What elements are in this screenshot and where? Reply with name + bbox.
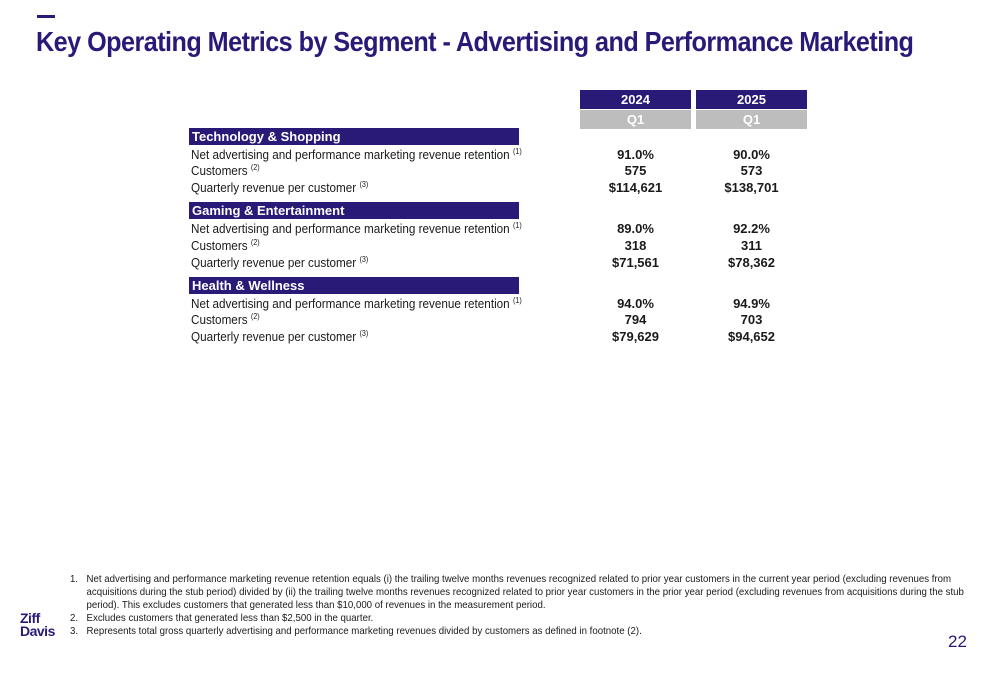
row-label-retention: Net advertising and performance marketin…: [191, 147, 522, 162]
value-cell: 94.9%: [733, 296, 770, 311]
ziff-davis-logo: Ziff Davis: [20, 610, 55, 639]
row-label-revenue-per-customer: Quarterly revenue per customer (3): [191, 180, 369, 195]
value-cell: 311: [741, 238, 762, 253]
footnote: 3. Represents total gross quarterly adver…: [70, 625, 642, 637]
column-year-2024: 2024: [580, 90, 691, 109]
value-cell: 90.0%: [733, 147, 770, 162]
title-accent-bar: [37, 15, 55, 18]
row-label-retention: Net advertising and performance marketin…: [191, 296, 522, 311]
segment-header-technology-shopping: Technology & Shopping: [189, 128, 519, 145]
value-cell: $79,629: [612, 329, 659, 344]
footnote: 1. Net advertising and performance market…: [70, 573, 964, 611]
page-title: Key Operating Metrics by Segment - Adver…: [36, 26, 914, 57]
column-quarter-2024: Q1: [580, 110, 691, 129]
value-cell: 575: [624, 163, 647, 178]
value-cell: 703: [740, 312, 763, 327]
value-cell: 794: [624, 312, 647, 327]
column-year-2025: 2025: [696, 90, 807, 109]
footnote: 2. Excludes customers that generated less…: [70, 612, 374, 624]
value-cell: $78,362: [728, 255, 775, 270]
segment-header-health-wellness: Health & Wellness: [189, 277, 519, 294]
segment-header-gaming-entertainment: Gaming & Entertainment: [189, 202, 519, 219]
row-label-customers: Customers (2): [191, 238, 260, 253]
value-cell: 92.2%: [733, 221, 770, 236]
row-label-customers: Customers (2): [191, 163, 260, 178]
page-number: 22: [948, 632, 967, 651]
value-cell: $94,652: [728, 329, 775, 344]
value-cell: $138,701: [724, 180, 779, 195]
value-cell: 91.0%: [617, 147, 654, 162]
row-label-retention: Net advertising and performance marketin…: [191, 221, 522, 236]
footnotes: 1. Net advertising and performance market…: [70, 573, 964, 638]
value-cell: 94.0%: [617, 296, 654, 311]
value-cell: 318: [624, 238, 647, 253]
row-label-customers: Customers (2): [191, 312, 260, 327]
row-label-revenue-per-customer: Quarterly revenue per customer (3): [191, 329, 369, 344]
column-quarter-2025: Q1: [696, 110, 807, 129]
value-cell: $71,561: [612, 255, 659, 270]
value-cell: 573: [740, 163, 763, 178]
value-cell: 89.0%: [617, 221, 654, 236]
value-cell: $114,621: [608, 180, 663, 195]
row-label-revenue-per-customer: Quarterly revenue per customer (3): [191, 255, 369, 270]
